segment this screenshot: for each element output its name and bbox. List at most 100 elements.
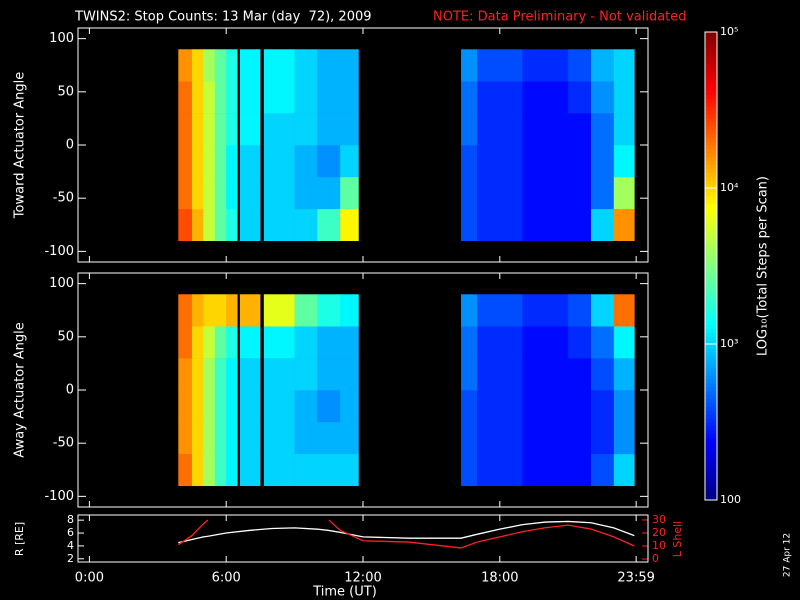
heatmap-cell [522,294,569,327]
heatmap-cell [613,326,635,359]
heatmap-cell [613,294,635,327]
colorbar-cell [705,55,717,60]
heatmap-cell [237,113,241,146]
colorbar-cell [705,184,717,189]
heatmap-cell [239,421,261,455]
heatmap-cell [239,176,261,210]
colorbar-cell [705,176,717,181]
colorbar-cell [705,394,717,400]
y-tick-label: -50 [53,436,74,451]
heatmap-cell [239,390,261,423]
heatmap-cell [477,326,523,359]
heatmap-cell [522,49,569,82]
heatmap-cell [522,390,569,423]
x-tick-label: 6:00 [212,571,241,586]
heatmap-cell [317,453,341,487]
colorbar-cell [705,102,717,107]
colorbar-cell [705,152,717,158]
heatmap-cell [568,208,592,242]
heatmap-cell [568,113,592,146]
heatmap-cell [568,326,592,359]
heatmap-cell [591,176,615,210]
heatmap-cell [192,421,204,455]
heatmap-cell [294,453,318,487]
colorbar-cell [705,340,717,345]
heatmap-cell [260,145,265,178]
heatmap-cell [613,145,635,178]
colorbar-cell [705,293,717,298]
x-tick-label: 12:00 [344,571,381,586]
heatmap-cell [461,358,478,391]
heatmap-cell [226,176,238,210]
colorbar-cell [705,203,717,208]
colorbar-label: LOG₁₀(Total Steps per Scan) [756,176,771,356]
heatmap-cell [203,358,216,391]
heatmap-cell [192,390,204,423]
colorbar-cell [705,250,717,255]
heatmap-cell [203,49,216,82]
heatmap-cell [192,145,204,178]
heatmap-cell [522,208,569,242]
heatmap-cell [294,145,318,178]
colorbar-cell [705,328,717,333]
colorbar-cell [705,390,717,396]
heatmap-cell [294,176,318,210]
heatmap-cell [591,421,615,455]
colorbar-cell [705,277,717,283]
heatmap-cell [178,176,193,210]
heatmap-cell [260,208,265,242]
heatmap-cell [178,113,193,146]
colorbar-cell [705,320,717,325]
colorbar-cell [705,110,717,115]
heatmap-cell [178,294,193,327]
y-tick-label: -100 [44,489,74,504]
heatmap-cell [340,390,359,423]
colorbar-cell [705,324,717,329]
colorbar-cell [705,82,717,88]
heatmap-cell [461,176,478,210]
colorbar-cell [705,164,717,169]
colorbar-cell [705,476,717,481]
heatmap-cell [340,208,359,242]
heatmap-cell [226,390,238,423]
heatmap-cell [178,421,193,455]
y-tick-label: 50 [57,84,74,99]
colorbar-cell [705,398,717,403]
heatmap-cell [461,453,478,487]
heatmap-cell [214,421,227,455]
series-line [178,520,635,544]
heatmap-cell [214,145,227,178]
heatmap-cell [192,49,204,82]
colorbar-cell [705,449,717,454]
colorbar-cell [705,211,717,216]
heatmap-cell [237,208,241,242]
heatmap-cell [568,358,592,391]
heatmap-cell [317,176,341,210]
heatmap-cell [214,81,227,114]
heatmap-cell [260,326,265,359]
heatmap-cell [178,453,193,487]
heatmap-cell [237,81,241,114]
colorbar-cell [705,461,717,466]
heatmap-cell [340,145,359,178]
heatmap-cell [239,326,261,359]
colorbar-cell [705,414,717,419]
heatmap-cell [477,294,523,327]
colorbar-tick-label: 10⁴ [720,181,739,194]
heatmap-cell [226,453,238,487]
colorbar-cell [705,433,717,439]
y-tick-label: 100 [49,31,74,46]
colorbar-cell [705,367,717,372]
colorbar-cell [705,441,717,446]
heatmap-cell [178,390,193,423]
heatmap-cell [294,81,318,114]
colorbar-cell [705,464,717,470]
colorbar-cell [705,207,717,212]
heatmap-cell [263,390,295,423]
heatmap-cell [568,81,592,114]
heatmap-cell [477,208,523,242]
heatmap-cell [237,453,241,487]
heatmap-cell [317,49,341,82]
heatmap-cell [203,145,216,178]
colorbar-cell [705,468,717,474]
